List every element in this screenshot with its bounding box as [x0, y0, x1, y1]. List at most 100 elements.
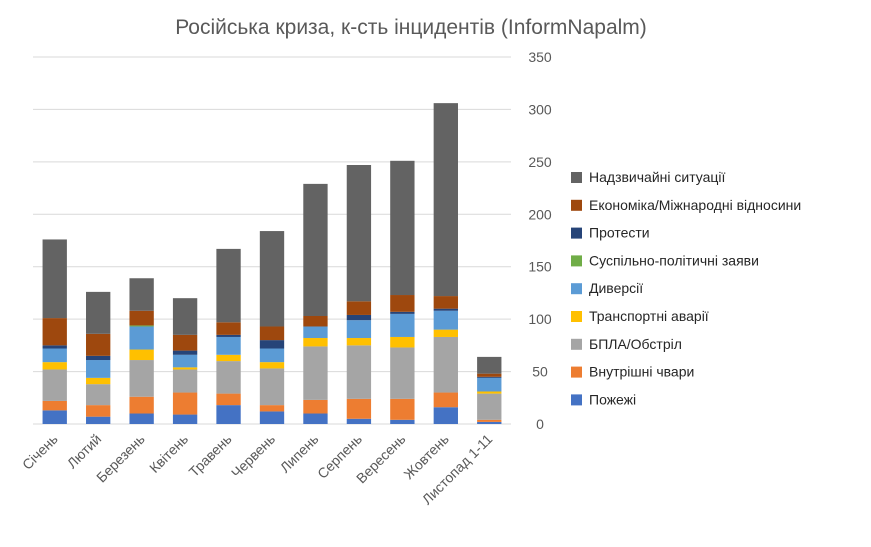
x-tick-label: Червень	[228, 431, 278, 481]
bar-segment	[86, 377, 111, 385]
x-tick-label: Квітень	[146, 431, 191, 476]
bar-segment	[172, 367, 198, 370]
bar-segment	[216, 405, 241, 424]
legend-swatch	[571, 172, 582, 183]
legend-swatch	[571, 283, 582, 295]
legend-swatch	[571, 311, 582, 322]
y-axis-ticks: 0 50 100 150 200 250 300 350	[528, 49, 552, 432]
legend-label: Диверсії	[589, 280, 643, 296]
bar-segment	[172, 369, 198, 393]
legend-label: БПЛА/Обстріл	[589, 336, 682, 352]
bar-segment	[216, 334, 241, 337]
bar-segment	[259, 231, 285, 327]
bar-segment	[346, 398, 372, 419]
legend-label: Суспільно-політичні заяви	[589, 252, 759, 268]
bar-segment	[172, 354, 198, 368]
bar-segment	[390, 336, 415, 348]
bar-segment	[390, 311, 415, 314]
bar-segment	[216, 354, 241, 362]
bar-segment	[129, 360, 154, 397]
bar-segment	[259, 368, 285, 406]
bar-segment	[303, 315, 328, 327]
y-tick-label: 150	[528, 259, 552, 275]
bar-segment	[303, 326, 328, 339]
bar-segment	[42, 345, 67, 349]
bar-segment	[477, 376, 502, 378]
bar-segment	[129, 349, 154, 361]
bar-segment	[346, 165, 372, 302]
bar-segment	[86, 416, 111, 424]
bar-segment	[433, 336, 458, 393]
bar-segment	[216, 248, 241, 323]
bar-segment	[259, 326, 285, 341]
bar-segment	[172, 414, 198, 424]
bar-segment	[433, 329, 458, 337]
bar-segment	[477, 391, 502, 394]
legend-swatch	[571, 227, 582, 239]
bar-segment	[390, 419, 415, 424]
legend-swatch	[571, 366, 582, 378]
bar-segment	[477, 377, 502, 392]
x-tick-label: Травень	[186, 431, 235, 480]
bar-segment	[346, 418, 372, 424]
y-tick-label: 200	[528, 206, 552, 222]
legend-swatch	[571, 199, 582, 211]
bar-segment	[346, 301, 372, 315]
bar-segment	[129, 325, 154, 327]
y-tick-label: 300	[528, 101, 552, 117]
bar-segment	[42, 410, 67, 424]
bar-segment	[303, 183, 328, 316]
bar-segment	[86, 384, 111, 406]
legend-swatch	[571, 394, 582, 406]
legend-label: Пожежі	[589, 391, 636, 407]
bar-segment	[86, 355, 111, 361]
bar-segment	[172, 298, 198, 335]
bar-segment	[172, 334, 198, 351]
bar-segment	[42, 318, 67, 346]
legend-swatch	[571, 338, 582, 350]
bar-segment	[390, 313, 415, 337]
legend-label: Транспортні аварії	[589, 308, 709, 324]
bar-segment	[303, 413, 328, 424]
y-tick-label: 250	[528, 154, 552, 170]
bar-segment	[216, 336, 241, 355]
bar-segment	[42, 400, 67, 411]
bar-segment	[42, 369, 67, 401]
bar-segment	[390, 295, 415, 312]
x-axis-ticks: Січень ЛютийБерезеньКвітеньТравеньЧервень…	[19, 431, 496, 508]
bar-segment	[346, 314, 372, 321]
bar-segment	[42, 362, 67, 370]
bar-segment	[42, 239, 67, 319]
bar-segment	[477, 419, 502, 422]
bar-segment	[259, 340, 285, 349]
bar-segment	[477, 393, 502, 420]
y-tick-label: 0	[536, 416, 544, 432]
x-tick-label: Лютий	[64, 431, 105, 472]
legend-label: Протести	[589, 225, 650, 241]
legend-swatch	[571, 255, 582, 267]
bar-segment	[433, 392, 458, 408]
bar-segment	[259, 348, 285, 363]
bar-segment	[129, 413, 154, 424]
bar-segment	[129, 326, 154, 350]
bar-segment	[86, 291, 111, 334]
legend-label: Надзвичайні ситуації	[589, 169, 726, 185]
bar-segment	[86, 333, 111, 356]
bar-segment	[346, 338, 372, 346]
bar-segment	[303, 346, 328, 400]
bar-segment	[433, 310, 458, 330]
bar-segment	[42, 348, 67, 363]
bar-segment	[390, 398, 415, 420]
y-tick-label: 350	[528, 49, 552, 65]
bar-segment	[86, 360, 111, 378]
y-tick-label: 50	[532, 364, 548, 380]
bar-segment	[172, 392, 198, 415]
bar-segment	[433, 296, 458, 309]
bar-segment	[477, 356, 502, 374]
legend-label: Внутрішні чвари	[589, 364, 694, 380]
bar-segment	[390, 160, 415, 296]
bars	[42, 103, 502, 424]
bar-segment	[259, 362, 285, 369]
bar-segment	[216, 393, 241, 406]
